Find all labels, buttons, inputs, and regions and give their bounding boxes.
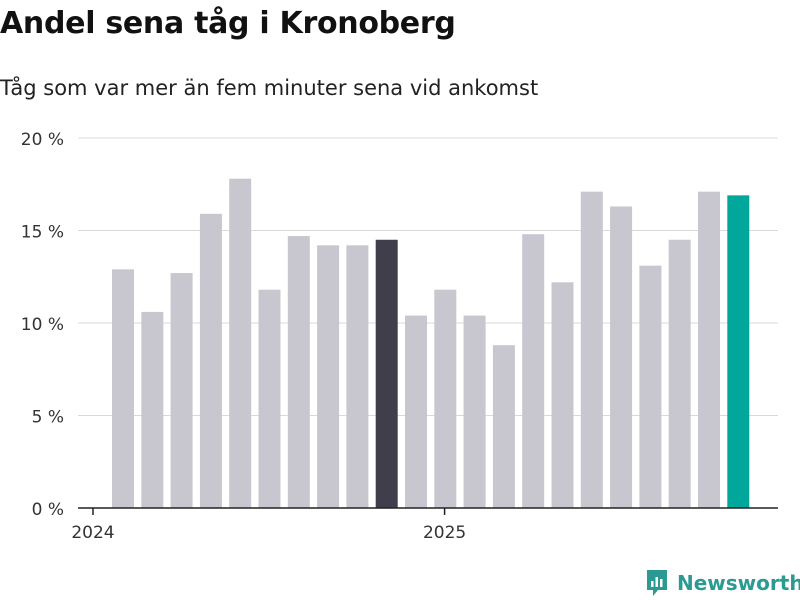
y-tick-label: 10 % <box>21 315 64 335</box>
bar <box>463 315 486 508</box>
y-tick-label: 5 % <box>32 408 64 428</box>
bar <box>610 206 633 508</box>
bar <box>112 269 134 508</box>
y-tick-label: 0 % <box>32 500 64 520</box>
bar <box>346 245 369 509</box>
bar <box>258 289 281 508</box>
bar <box>727 195 750 508</box>
bar <box>141 311 164 508</box>
bar <box>375 239 398 508</box>
x-tick-label: 2024 <box>71 523 114 543</box>
bar <box>551 282 574 508</box>
bar <box>668 239 691 508</box>
x-tick-label: 2025 <box>423 523 466 543</box>
bar <box>698 191 720 508</box>
newsworthy-logo-icon <box>647 570 667 596</box>
bar <box>639 265 662 508</box>
bar <box>522 234 545 508</box>
bar <box>199 213 222 508</box>
bar <box>317 245 340 509</box>
brand-logo: Newsworthy <box>645 568 800 598</box>
bar <box>405 315 427 508</box>
chart-subtitle: Tåg som var mer än fem minuter sena vid … <box>0 76 539 100</box>
brand-name: Newsworthy <box>677 571 800 595</box>
bar <box>287 236 310 509</box>
bar <box>434 289 457 508</box>
y-tick-label: 20 % <box>21 130 64 150</box>
bar-chart: 0 % 5 % 10 % 15 % 20 % 2024 2025 <box>21 130 778 543</box>
bar <box>229 178 252 508</box>
bar <box>580 191 603 508</box>
chart-title: Andel sena tåg i Kronoberg <box>0 6 456 41</box>
bar <box>492 345 515 508</box>
bar <box>170 273 193 508</box>
y-tick-label: 15 % <box>21 223 64 243</box>
